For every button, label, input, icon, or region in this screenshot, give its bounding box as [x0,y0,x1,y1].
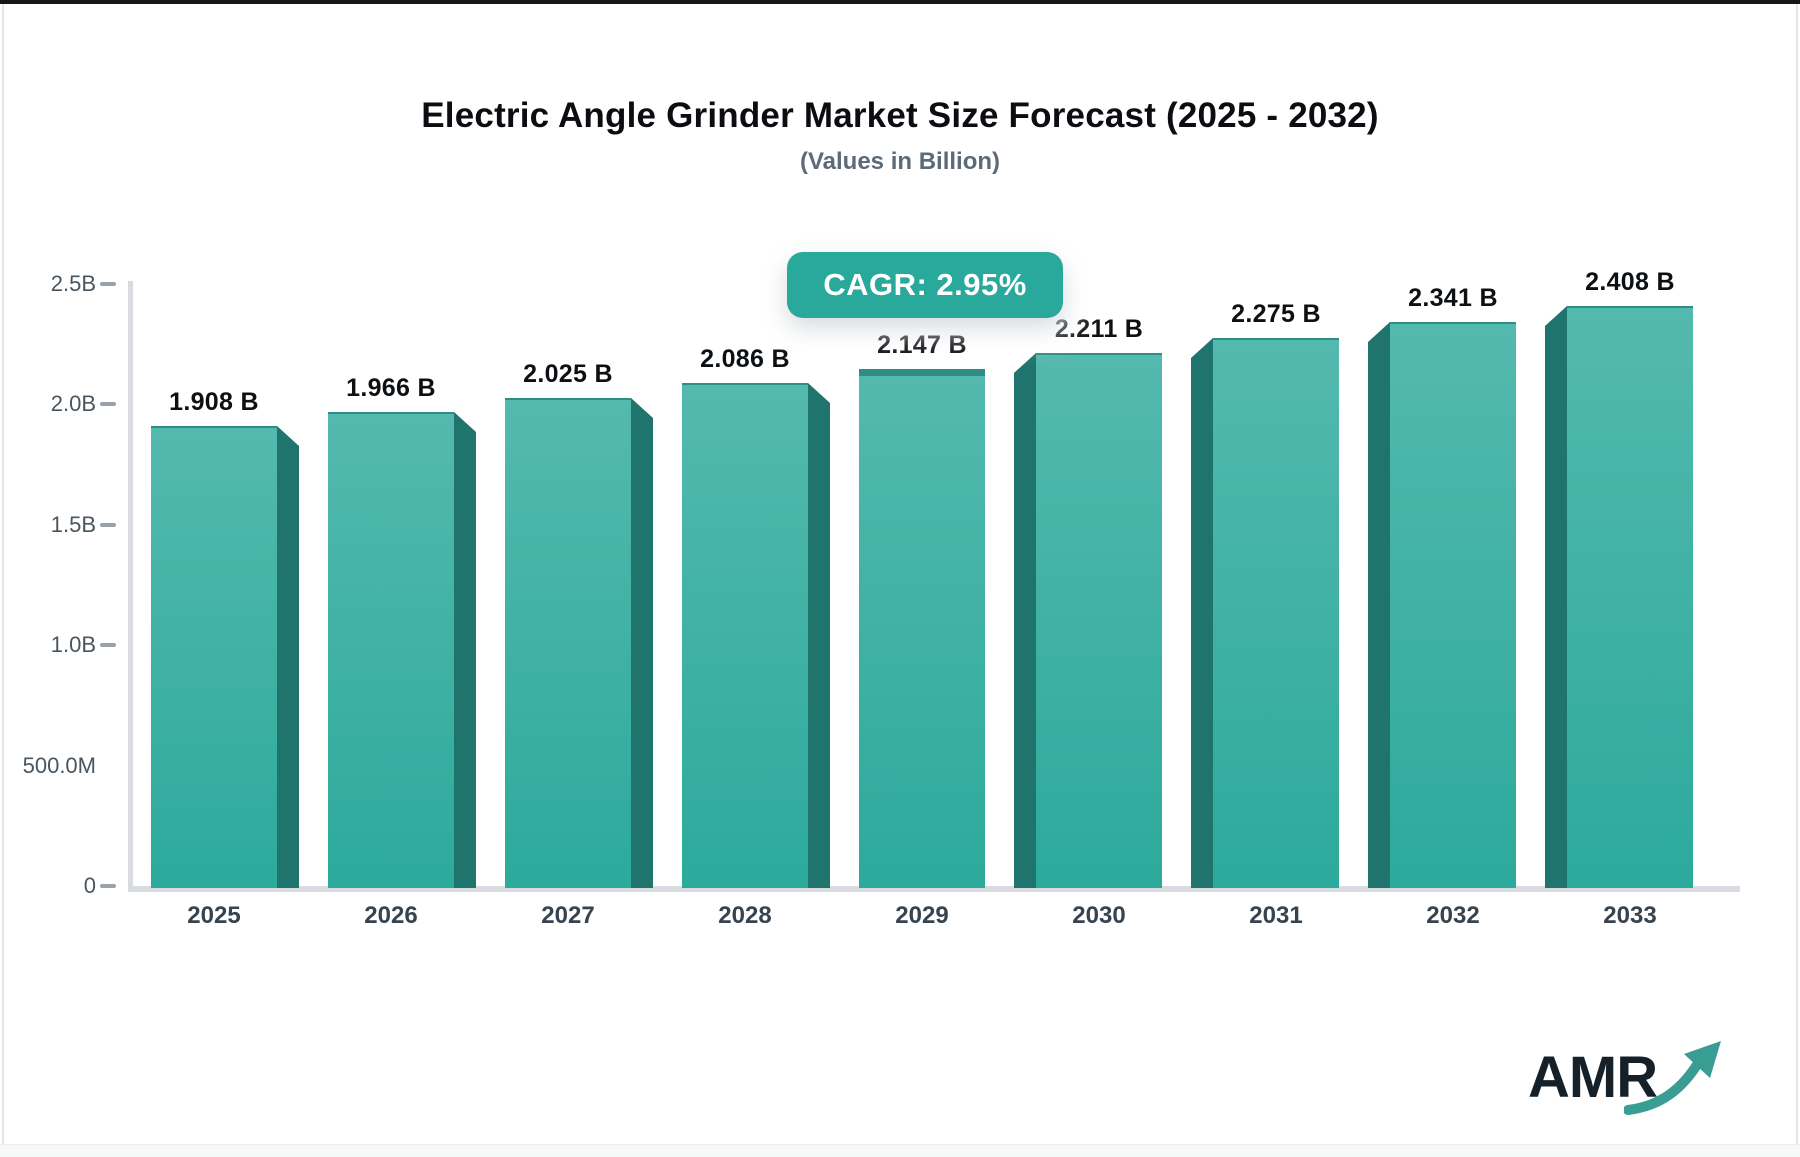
y-axis-tick-dash [100,402,116,406]
y-axis-tick-dash [100,281,116,286]
bar-value-label: 1.908 B [169,388,259,416]
y-axis-tick-label: 1.5B [50,511,96,537]
bar-2032[interactable] [1368,322,1516,888]
bar-top-edge [1567,306,1693,308]
bar-value-label: 2.147 B [877,331,967,359]
y-axis-tick-dash [100,884,116,888]
bar-value-label: 2.408 B [1585,268,1675,296]
y-axis-tick-label: 0 [83,873,96,898]
x-axis-label-2029: 2029 [895,902,949,929]
bar-side-bevel [277,426,299,888]
bar-face [859,369,985,888]
bar-top-edge [1213,338,1339,340]
chart-title: Electric Angle Grinder Market Size Forec… [421,96,1379,135]
bar-face [151,426,277,888]
bar-2025[interactable] [151,426,299,888]
amr-logo-text: AMR [1528,1045,1658,1110]
cagr-badge: CAGR: 2.95% [787,252,1063,318]
card-right-border [1796,4,1798,1150]
chart-subtitle: (Values in Billion) [799,148,1001,175]
x-axis-label-2032: 2032 [1426,902,1480,929]
y-axis-line [128,281,133,889]
bar-top-edge [1036,353,1162,355]
bar-face [682,383,808,888]
x-axis-baseline [128,886,1740,892]
bar-value-label: 2.341 B [1408,284,1498,312]
amr-logo: AMR [1528,1036,1728,1120]
bar-2029[interactable] [859,369,985,888]
y-axis-tick-label: 2.0B [50,391,96,416]
bar-face [328,412,454,888]
bar-face [1213,338,1339,888]
bar-face [1390,322,1516,888]
bar-2028[interactable] [682,383,830,888]
bar-top-edge [682,383,808,385]
bar-side-bevel [631,398,653,888]
bar-top-edge [859,369,985,376]
bar-value-label: 1.966 B [346,374,436,402]
bar-side-bevel [1191,338,1213,888]
x-axis-label-2031: 2031 [1249,902,1303,929]
bar-value-label: 2.086 B [700,345,790,373]
bar-face [1567,306,1693,888]
x-axis-label-2025: 2025 [187,902,241,929]
bar-value-label: 2.025 B [523,360,613,388]
bar-face [1036,353,1162,888]
y-axis-tick-label: 500.0M [22,752,96,778]
bar-top-edge [151,426,277,428]
bar-side-bevel [1014,353,1036,888]
bar-value-label: 2.211 B [1054,315,1144,343]
amr-logo-arrow-icon [1624,1041,1721,1115]
x-axis-label-2026: 2026 [364,902,418,929]
bar-2030[interactable] [1014,353,1162,888]
y-axis-tick-label: 1.0B [50,632,96,657]
x-axis-label-2028: 2028 [718,902,772,929]
bar-side-bevel [1368,322,1390,888]
bar-top-edge [1390,322,1516,324]
cagr-badge-label: CAGR: 2.95% [823,267,1027,302]
card-bottom-border [0,1144,1800,1157]
bar-face [505,398,631,888]
bar-2031[interactable] [1191,338,1339,888]
bar-side-bevel [808,383,830,888]
y-axis-tick-dash [100,643,116,647]
y-axis-tick-dash [100,522,116,527]
bar-side-bevel [1545,306,1567,888]
card-left-border [2,4,4,1150]
bar-2033[interactable] [1545,306,1693,888]
bar-top-edge [328,412,454,414]
bar-2026[interactable] [328,412,476,888]
bar-side-bevel [454,412,476,888]
y-axis-tick-label: 2.5B [50,270,96,296]
bar-2027[interactable] [505,398,653,888]
bar-value-label: 2.275 B [1231,300,1321,328]
x-axis-label-2030: 2030 [1072,902,1126,929]
x-axis-label-2033: 2033 [1603,902,1657,929]
bar-top-edge [505,398,631,400]
window-top-edge [0,0,1800,4]
x-axis-label-2027: 2027 [541,902,595,929]
